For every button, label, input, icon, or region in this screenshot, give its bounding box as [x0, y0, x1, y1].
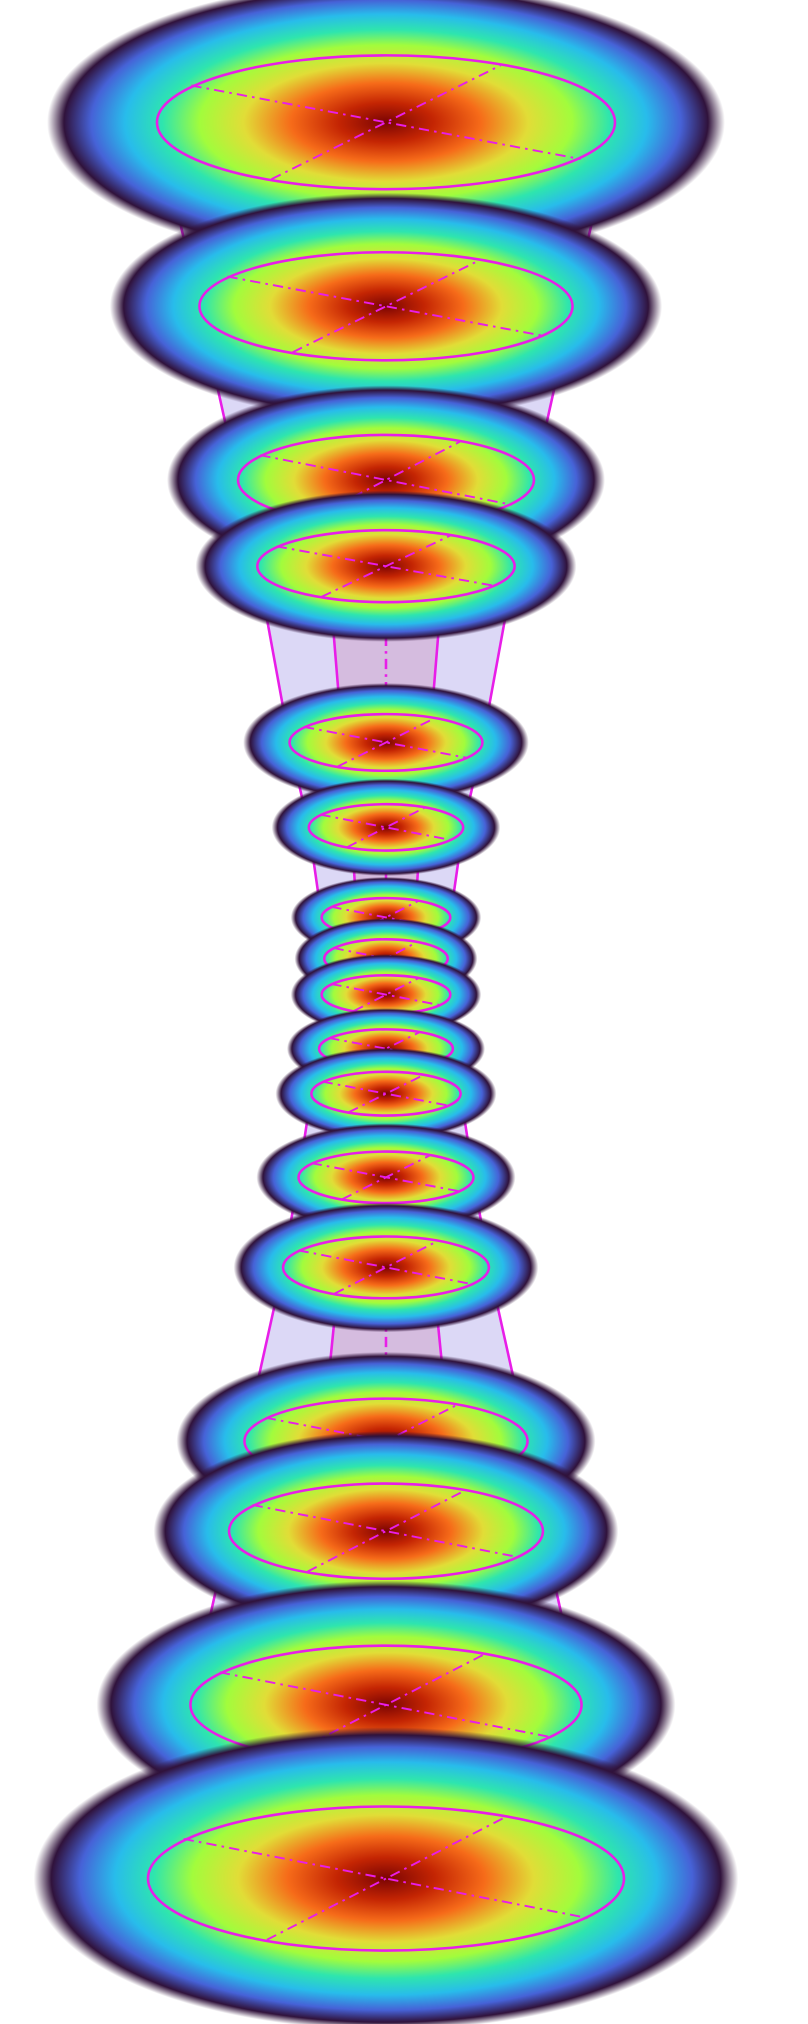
minor-axis	[337, 717, 435, 768]
minor-axis	[348, 1074, 424, 1114]
beam-ellipse	[288, 712, 484, 773]
beam-ellipse	[146, 1805, 626, 1952]
beam-slice	[271, 778, 501, 877]
minor-axis	[352, 1031, 420, 1066]
major-axis	[303, 725, 469, 759]
minor-axis	[271, 64, 501, 181]
beam-slice	[33, 1727, 739, 2024]
beam-ellipse	[307, 802, 465, 852]
minor-axis	[321, 534, 451, 598]
beam-slice	[233, 1202, 539, 1333]
beam-profile	[271, 778, 501, 877]
major-axis	[191, 84, 581, 161]
major-axis	[260, 454, 512, 506]
beam-ellipse	[310, 1070, 462, 1117]
minor-axis	[334, 1240, 438, 1295]
major-axis	[227, 275, 545, 337]
beam-slice	[275, 1047, 497, 1140]
major-axis	[298, 1249, 474, 1286]
beam-ellipse	[155, 54, 617, 191]
major-axis	[331, 983, 441, 1007]
beam-slice	[153, 1431, 619, 1632]
minor-axis	[287, 1653, 485, 1757]
beam-slice	[195, 490, 577, 642]
minor-axis	[307, 1489, 465, 1573]
beam-ellipse	[227, 1482, 545, 1581]
beam-ellipse	[256, 528, 516, 604]
beam-slice	[47, 0, 725, 263]
minor-axis	[346, 806, 426, 848]
beam-ellipse	[281, 1235, 491, 1300]
beam-profile	[153, 1431, 619, 1632]
minor-axis	[341, 1154, 431, 1201]
beam-profile	[275, 1047, 497, 1140]
beam-profile	[47, 0, 725, 263]
beam-slice	[109, 192, 663, 420]
beam-slice	[243, 683, 529, 802]
beam-profile	[109, 192, 663, 420]
beam-slices	[33, 0, 739, 2024]
beam-profile	[233, 1202, 539, 1333]
beam-profile	[33, 1727, 739, 2024]
beam-ellipse	[198, 250, 574, 362]
